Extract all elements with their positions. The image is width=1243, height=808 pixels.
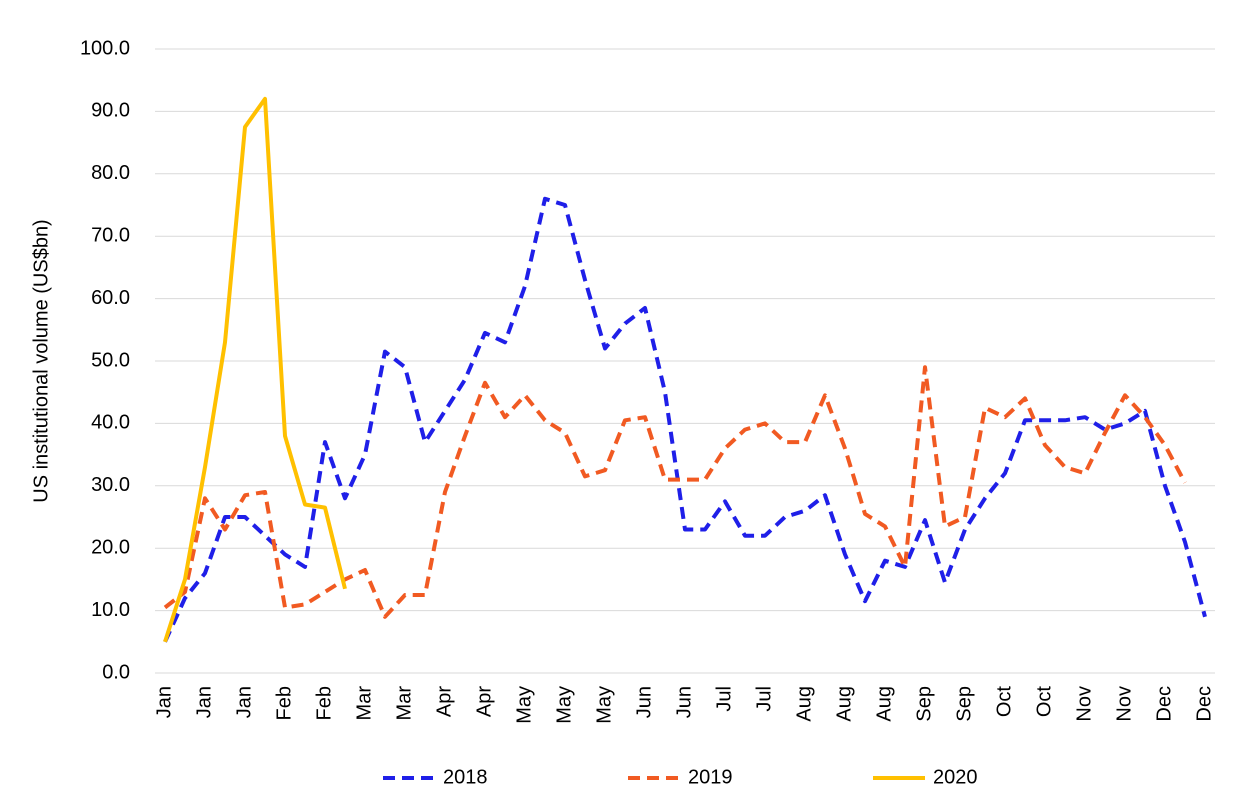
x-tick-label: May [513,686,535,724]
x-tick-label: Sep [953,686,975,722]
x-tick-label: May [593,686,615,724]
x-tick-label: Oct [993,686,1015,718]
x-tick-label: Dec [1193,686,1215,722]
y-tick-label: 50.0 [91,349,130,371]
legend-label: 2019 [688,766,733,788]
x-tick-label: Sep [913,686,935,722]
y-tick-label: 30.0 [91,474,130,496]
x-tick-label: Dec [1153,686,1175,722]
x-tick-label: Feb [313,686,335,720]
x-tick-label: Oct [1033,686,1055,718]
y-tick-label: 40.0 [91,412,130,434]
x-tick-label: Apr [473,686,495,717]
y-axis-label: US institutional volume (US$bn) [30,219,52,502]
x-tick-label: Jun [633,686,655,718]
x-tick-label: Apr [433,686,455,717]
x-tick-label: Mar [353,686,375,721]
y-tick-label: 10.0 [91,599,130,621]
x-tick-label: Aug [793,686,815,722]
x-tick-label: May [553,686,575,724]
x-tick-label: Aug [833,686,855,722]
y-tick-label: 20.0 [91,536,130,558]
x-tick-label: Jan [153,686,175,718]
y-tick-label: 80.0 [91,162,130,184]
y-tick-label: 100.0 [80,37,130,59]
x-tick-label: Feb [273,686,295,720]
x-tick-label: Jan [233,686,255,718]
series-line [163,365,1187,619]
y-tick-label: 60.0 [91,287,130,309]
x-tick-label: Jun [673,686,695,718]
x-tick-label: Nov [1113,686,1135,722]
y-tick-label: 0.0 [102,661,130,683]
x-tick-label: Nov [1073,686,1095,722]
legend-label: 2020 [933,766,978,788]
series-line [163,196,1207,643]
x-tick-label: Jul [753,686,775,712]
y-tick-label: 90.0 [91,100,130,122]
x-tick-label: Aug [873,686,895,722]
series-line [163,96,347,643]
legend-label: 2018 [443,766,488,788]
x-tick-label: Jul [713,686,735,712]
x-tick-label: Jan [193,686,215,718]
y-tick-label: 70.0 [91,224,130,246]
x-tick-label: Mar [393,686,415,721]
